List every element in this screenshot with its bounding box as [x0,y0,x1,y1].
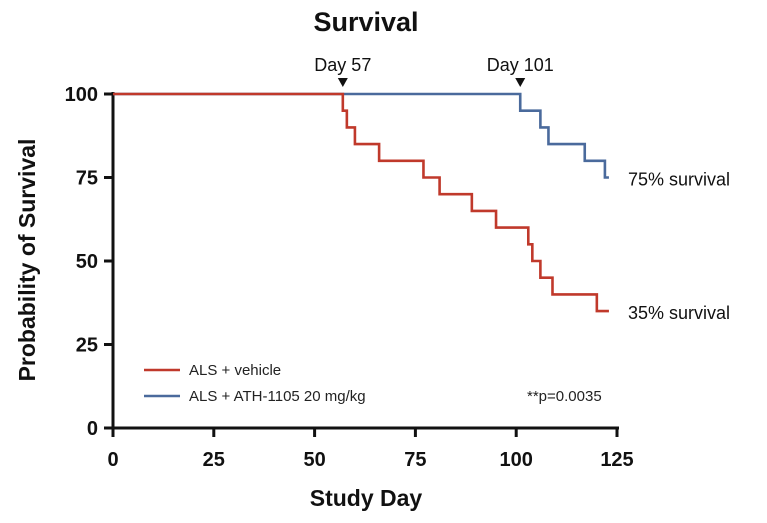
y-tick-label: 50 [76,251,98,273]
x-tick-label: 50 [303,449,325,471]
x-tick-label: 75 [404,449,426,471]
legend-label: ALS + vehicle [189,362,281,379]
plot-area: 0 25 50 75 100 0 25 50 75 100 125 Day 57 Day 101 75% … [65,55,730,471]
day-marker-triangle [337,78,348,87]
x-tick-label: 100 [500,449,533,471]
legend-label: ALS + ATH-1105 20 mg/kg [189,388,366,405]
p-value: **p=0.0035 [527,388,602,405]
day-marker-label: Day 101 [487,55,554,75]
y-tick-label: 25 [76,335,98,357]
y-tick-label: 100 [65,84,98,106]
y-axis-title: Probability of Survival [14,139,40,382]
end-survival-label: 35% survival [628,303,730,323]
survival-curve-vehicle [113,92,609,313]
x-tick-label: 0 [107,449,118,471]
survival-curve-treatment [113,92,609,179]
day-marker-label: Day 57 [314,55,371,75]
y-tick-label: 75 [76,168,98,190]
day-marker-triangle [515,78,526,87]
end-survival-label: 75% survival [628,170,730,190]
x-tick-label: 25 [203,449,225,471]
chart-title: Survival [313,7,418,37]
x-axis-title: Study Day [310,485,423,511]
x-tick-label: 125 [600,449,633,471]
y-tick-label: 0 [87,418,98,440]
